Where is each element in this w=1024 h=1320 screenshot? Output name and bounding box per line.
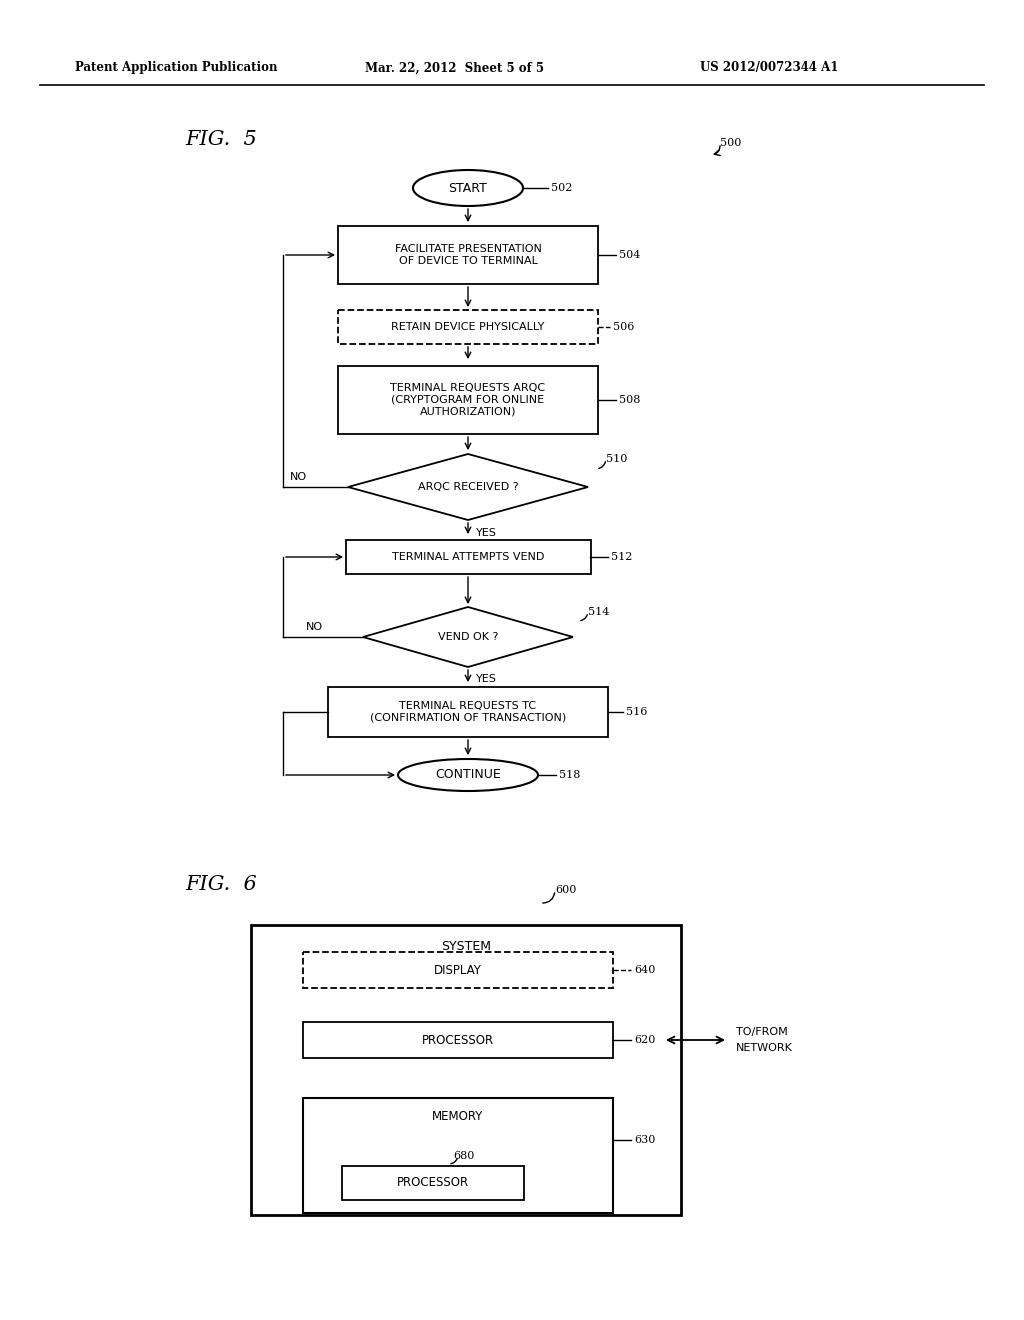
Text: 620: 620	[634, 1035, 655, 1045]
Text: 600: 600	[555, 884, 577, 895]
Bar	[251, 925, 681, 1214]
Bar	[338, 366, 598, 434]
Text: 508: 508	[618, 395, 640, 405]
Polygon shape	[348, 454, 588, 520]
Text: 504: 504	[618, 249, 640, 260]
Bar	[345, 540, 591, 574]
Bar	[342, 1166, 524, 1200]
Text: TERMINAL REQUESTS ARQC
(CRYPTOGRAM FOR ONLINE
AUTHORIZATION): TERMINAL REQUESTS ARQC (CRYPTOGRAM FOR O…	[390, 383, 546, 417]
Text: NO: NO	[290, 473, 307, 482]
Text: PROCESSOR: PROCESSOR	[422, 1034, 494, 1047]
Text: 502: 502	[551, 183, 572, 193]
Text: TO/FROM: TO/FROM	[736, 1027, 787, 1038]
Bar	[338, 226, 598, 284]
Text: Patent Application Publication: Patent Application Publication	[75, 62, 278, 74]
Bar	[303, 1098, 613, 1213]
Text: 510: 510	[606, 454, 628, 465]
Text: US 2012/0072344 A1: US 2012/0072344 A1	[700, 62, 839, 74]
Text: ARQC RECEIVED ?: ARQC RECEIVED ?	[418, 482, 518, 492]
Ellipse shape	[398, 759, 538, 791]
Text: FIG.  5: FIG. 5	[185, 129, 257, 149]
Text: CONTINUE: CONTINUE	[435, 768, 501, 781]
Text: NO: NO	[306, 622, 324, 632]
Text: NETWORK: NETWORK	[736, 1043, 793, 1053]
Text: SYSTEM: SYSTEM	[441, 940, 490, 953]
Text: 514: 514	[588, 607, 609, 616]
Bar	[303, 952, 613, 987]
Text: 506: 506	[613, 322, 635, 333]
Text: 518: 518	[559, 770, 581, 780]
Text: MEMORY: MEMORY	[432, 1110, 483, 1122]
Text: 516: 516	[626, 708, 647, 717]
Bar	[338, 310, 598, 345]
Text: 512: 512	[611, 552, 633, 562]
Text: RETAIN DEVICE PHYSICALLY: RETAIN DEVICE PHYSICALLY	[391, 322, 545, 333]
Polygon shape	[362, 607, 573, 667]
Text: 640: 640	[634, 965, 655, 975]
Bar	[303, 1022, 613, 1059]
Text: TERMINAL REQUESTS TC
(CONFIRMATION OF TRANSACTION): TERMINAL REQUESTS TC (CONFIRMATION OF TR…	[370, 701, 566, 723]
Text: DISPLAY: DISPLAY	[434, 964, 482, 977]
Text: START: START	[449, 181, 487, 194]
Text: 500: 500	[720, 139, 741, 148]
Text: VEND OK ?: VEND OK ?	[438, 632, 499, 642]
Text: 630: 630	[634, 1135, 655, 1144]
Ellipse shape	[413, 170, 523, 206]
Text: 680: 680	[453, 1151, 474, 1162]
Text: YES: YES	[476, 528, 497, 539]
Text: FIG.  6: FIG. 6	[185, 875, 257, 894]
Text: FACILITATE PRESENTATION
OF DEVICE TO TERMINAL: FACILITATE PRESENTATION OF DEVICE TO TER…	[394, 244, 542, 265]
Text: YES: YES	[476, 675, 497, 684]
Bar	[328, 686, 608, 737]
Text: TERMINAL ATTEMPTS VEND: TERMINAL ATTEMPTS VEND	[392, 552, 544, 562]
Text: Mar. 22, 2012  Sheet 5 of 5: Mar. 22, 2012 Sheet 5 of 5	[365, 62, 544, 74]
Text: PROCESSOR: PROCESSOR	[397, 1176, 469, 1189]
